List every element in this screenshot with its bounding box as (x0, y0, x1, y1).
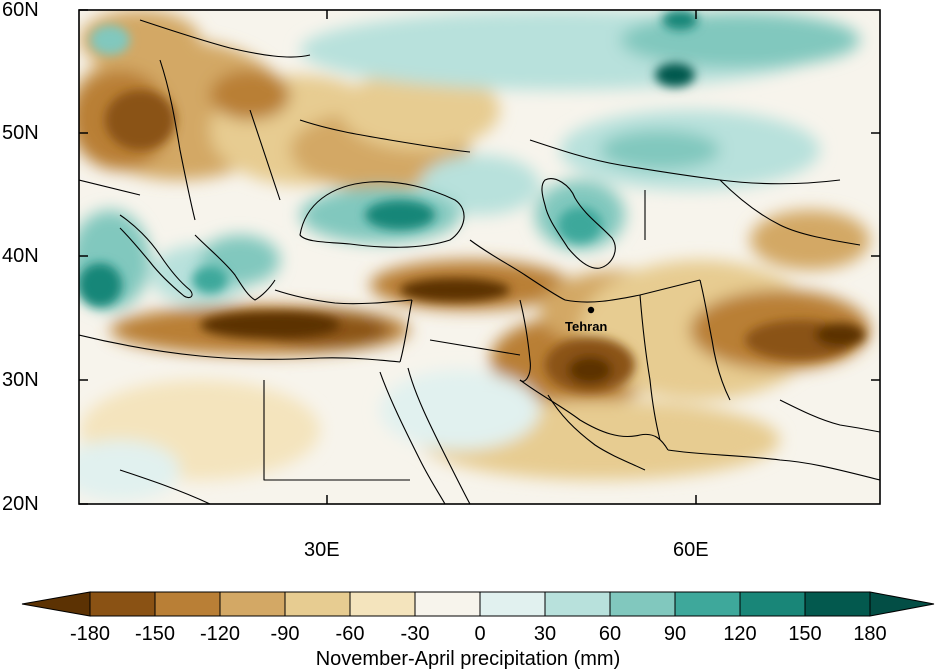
colorbar-title: November-April precipitation (mm) (315, 648, 621, 670)
black-sea-outline (299, 181, 465, 248)
levant-coast (399, 299, 413, 363)
colorbar (21, 591, 935, 617)
border-c (699, 279, 731, 401)
north-africa-coast (79, 334, 401, 363)
colorbar-tick-label: 0 (474, 623, 486, 645)
map-frame (78, 9, 881, 505)
axis-ticks (79, 9, 880, 505)
balkan-coast (194, 234, 276, 301)
colorbar-bin (609, 591, 676, 617)
precipitation-field (79, 10, 880, 504)
border-a (469, 239, 566, 301)
border-f (429, 339, 521, 356)
lat-label-60n: 60N (2, 0, 39, 21)
border-l (159, 59, 196, 221)
colorbar-min-arrow (21, 591, 91, 617)
lat-label-20n: 20N (2, 493, 39, 515)
caspian-sea-outline (541, 178, 616, 269)
colorbar-bin (284, 591, 351, 617)
persian-gulf-coast (519, 379, 669, 451)
city-label-tehran: Tehran (565, 319, 608, 334)
colorbar-bin (349, 591, 416, 617)
arabia-gulf-coast (547, 394, 646, 471)
colorbar-tick-label: 30 (533, 623, 557, 645)
lat-label-50n: 50N (2, 122, 39, 144)
colorbar-bin (479, 591, 546, 617)
colorbar-bin (219, 591, 286, 617)
lat-label-40n: 40N (2, 245, 39, 267)
lon-label-60e: 60E (673, 539, 709, 561)
italy-outline (119, 214, 193, 299)
colorbar-tick-label: -60 (335, 623, 365, 645)
lat-label-30n: 30N (2, 369, 39, 391)
lon-label-30e: 30E (304, 539, 340, 561)
colorbar-tick-label: 180 (853, 623, 887, 645)
colorbar-bin (414, 591, 481, 617)
border-k (719, 179, 861, 246)
colorbar-tick-label: 60 (598, 623, 622, 645)
colorbar-tick-label: -180 (69, 623, 111, 645)
colorbar-tick-label: -120 (199, 623, 241, 645)
colorbar-tick-label: 90 (663, 623, 687, 645)
city-marker (587, 306, 595, 314)
border-o (779, 399, 880, 433)
colorbar-bin (544, 591, 611, 617)
colorbar-max-arrow (869, 591, 935, 617)
baltic-coast (139, 19, 311, 58)
colorbar-bin (154, 591, 221, 617)
red-sea-east-coast (407, 367, 471, 504)
colorbar-tick-label: 150 (788, 623, 822, 645)
colorbar-tick-label: -30 (400, 623, 430, 645)
colorbar-bin (739, 591, 806, 617)
anatolia-coast (274, 289, 413, 305)
border-m (249, 109, 281, 201)
colorbar-tick-label: -90 (270, 623, 300, 645)
colorbar-bin (674, 591, 741, 617)
makran-coast (667, 449, 880, 481)
tehran-dot (587, 306, 595, 314)
border-p (119, 469, 211, 504)
border-e (519, 299, 531, 382)
border-d (639, 294, 661, 441)
colorbar-tick-label: -150 (134, 623, 176, 645)
colorbar-bin (89, 591, 156, 617)
border-i (529, 139, 841, 185)
coastlines-borders (79, 19, 880, 504)
border-n (79, 179, 141, 196)
red-sea-west-coast (379, 371, 446, 504)
colorbar-tick-label: 120 (723, 623, 757, 645)
border-g (263, 380, 410, 481)
colorbar-bin (804, 591, 871, 617)
border-h (299, 119, 471, 153)
